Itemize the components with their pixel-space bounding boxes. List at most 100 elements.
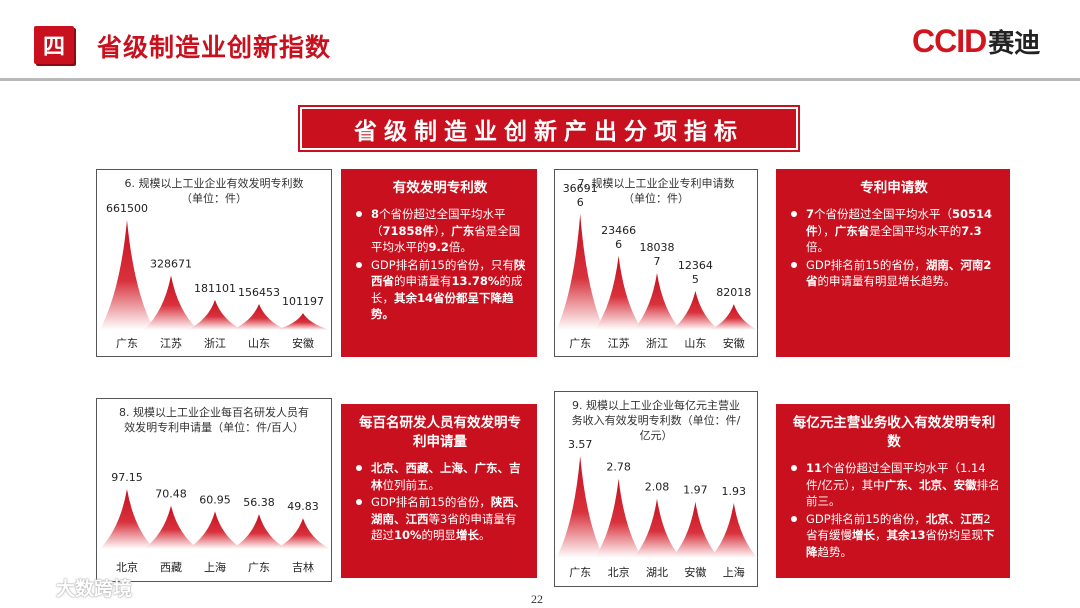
chart-bar (671, 501, 720, 558)
note-panel-per-rd-staff: 每百名研发人员有效发明专利申请量 北京、西藏、上海、广东、吉林位列前五。 GDP排名… (341, 404, 537, 578)
note-bullets: 8个省份超过全国平均水平（71858件），广东省是全国平均水平的9.2倍。 GDP… (353, 206, 527, 323)
category-label: 广东 (248, 561, 270, 574)
chart-subtitle: （单位：件） (181, 192, 247, 205)
chart-bar (143, 275, 199, 330)
data-label: 2.78 (606, 461, 631, 474)
chart-panel-per-rd-staff: 97.15 北京 70.48 西藏 60.95 上海 56.38 广东 49.83 吉林 8. 规… (96, 398, 332, 582)
data-label: 82018 (716, 286, 751, 299)
note-panel-invention-patents: 有效发明专利数 8个省份超过全国平均水平（71858件），广东省是全国平均水平的9… (341, 169, 537, 357)
chart-title-main: 8. 规模以上工业企业每百名研发人员有效发明专利申请量（单位：件/百人） (119, 406, 309, 434)
category-label: 江苏 (160, 337, 182, 350)
data-label: 661500 (106, 202, 148, 215)
data-label: 12364 5 (678, 259, 713, 286)
chart-svg: 97.15 北京 70.48 西藏 60.95 上海 56.38 广东 49.83 吉林 (99, 471, 331, 574)
chart-bar (275, 313, 331, 330)
header-divider (0, 78, 1080, 81)
note-panel-per-revenue: 每亿元主营业务收入有效发明专利数 11个省份超过全国平均水平（1.14件/亿元），… (776, 404, 1010, 578)
note-title: 每百名研发人员有效发明专利申请量 (359, 415, 521, 450)
note-panel-patent-applications: 专利申请数 7个省份超过全国平均水平（50514件），广东省是全国平均水平的7.3… (776, 169, 1010, 357)
category-label: 江苏 (608, 337, 630, 350)
data-label: 1.93 (722, 485, 747, 498)
chart-title-main: 7. 规模以上工业企业专利申请数 (577, 177, 735, 190)
data-label: 97.15 (111, 471, 143, 484)
page-title: 省级制造业创新指数 (97, 33, 332, 62)
section-badge: 四 (34, 26, 74, 64)
note-bullet: GDP排名前15的省份，只有陕西省的申请量有13.78%的成长，其余14省份都呈… (353, 257, 527, 323)
chart-title: 8. 规模以上工业企业每百名研发人员有效发明专利申请量（单位：件/百人） (119, 405, 309, 435)
note-bullet: GDP排名前15的省份，北京、江西2省有缓慢增长，其余13省份均呈现下降趋势。 (788, 511, 1000, 561)
note-bullet: 8个省份超过全国平均水平（71858件），广东省是全国平均水平的9.2倍。 (353, 206, 527, 256)
chart-bar (275, 518, 331, 549)
category-label: 山东 (248, 337, 270, 350)
data-label: 101197 (282, 295, 324, 308)
note-title: 专利申请数 (860, 180, 928, 196)
note-bullets: 7个省份超过全国平均水平（50514件），广东省是全国平均水平的7.3倍。 GDP… (788, 206, 1000, 290)
note-bullet: GDP排名前15的省份，陕西、湖南、江西等3省的申请量有超过10%的明显增长。 (353, 494, 527, 544)
chart-bar (709, 502, 758, 558)
chart-bar (231, 514, 287, 549)
chart-bar (594, 255, 643, 330)
ccid-logo: CCID 赛迪 (912, 22, 1041, 59)
chart-svg: 3.57 广东 2.78 北京 2.08 湖北 1.97 安徽 1.93 上海 (556, 438, 758, 579)
category-label: 安徽 (723, 336, 745, 350)
category-label: 上海 (723, 565, 745, 579)
note-bullet: 11个省份超过全国平均水平（1.14件/亿元），其中广东、北京、安徽排名前三。 (788, 460, 1000, 510)
category-label: 安徽 (292, 336, 314, 350)
data-label: 18038 7 (640, 241, 675, 268)
category-label: 安徽 (684, 565, 706, 579)
note-bullets: 北京、西藏、上海、广东、吉林位列前五。 GDP排名前15的省份，陕西、湖南、江西等… (353, 460, 527, 544)
chart-panel-patent-applications: 36691 6 广东 23466 6 江苏 18038 7 浙江 12364 5 山东 82018 安徽 … (554, 169, 758, 357)
chart-subtitle: （单位：件） (623, 192, 689, 205)
category-label: 北京 (608, 565, 630, 579)
chart-title: 9. 规模以上工业企业每亿元主营业务收入有效发明专利数（单位：件/亿元） (569, 398, 743, 443)
category-label: 北京 (116, 560, 138, 574)
category-label: 上海 (204, 560, 226, 574)
watermark-text: 大数跨境 (56, 578, 133, 600)
data-label: 1.97 (683, 484, 708, 497)
chart-title: 6. 规模以上工业企业有效发明专利数 （单位：件） (103, 176, 325, 206)
chart-bar (594, 478, 643, 558)
logo-en: CCID (912, 22, 987, 59)
section-banner: 省级制造业创新产出分项指标 (298, 105, 800, 152)
chart-bar (556, 456, 605, 558)
note-bullets: 11个省份超过全国平均水平（1.14件/亿元），其中广东、北京、安徽排名前三。 G… (788, 460, 1000, 560)
note-bullet: 7个省份超过全国平均水平（50514件），广东省是全国平均水平的7.3倍。 (788, 206, 1000, 256)
note-bullet: 北京、西藏、上海、广东、吉林位列前五。 (353, 460, 527, 493)
data-label: 49.83 (287, 500, 319, 513)
chart-panel-invention-patents: 661500 广东 328671 江苏 181101 浙江 156453 山东 101197 安徽… (96, 169, 332, 357)
data-label: 56.38 (243, 496, 275, 509)
category-label: 山东 (684, 337, 706, 350)
chart-bar (709, 304, 758, 330)
data-label: 181101 (194, 282, 236, 295)
category-label: 广东 (569, 337, 591, 350)
category-label: 广东 (116, 337, 138, 350)
note-title: 有效发明专利数 (392, 180, 488, 196)
chart-bar (633, 498, 681, 558)
category-label: 浙江 (204, 337, 226, 350)
chart-bar (187, 511, 243, 549)
data-label: 36691 6 (563, 182, 598, 209)
chart-bar (556, 214, 605, 330)
watermark: 大数跨境 (10, 574, 132, 601)
chart-bar (99, 220, 155, 330)
data-label: 3.57 (568, 438, 593, 451)
chart-title: 7. 规模以上工业企业专利申请数 （单位：件） (561, 176, 751, 206)
category-label: 浙江 (646, 337, 668, 350)
chart-svg: 661500 广东 328671 江苏 181101 浙江 156453 山东 101197 安徽 (99, 202, 331, 350)
page-number: 22 (531, 592, 543, 606)
chart-title-main: 9. 规模以上工业企业每亿元主营业务收入有效发明专利数（单位：件/亿元） (571, 399, 741, 442)
note-title: 每亿元主营业务收入有效发明专利数 (792, 415, 996, 450)
chart-bar (99, 489, 155, 549)
chart-bar (187, 299, 243, 330)
data-label: 70.48 (155, 487, 187, 500)
chart-bar (143, 505, 199, 549)
chart-svg: 36691 6 广东 23466 6 江苏 18038 7 浙江 12364 5 山东 82018 安徽 (556, 182, 758, 350)
data-label: 2.08 (645, 481, 670, 494)
logo-cn: 赛迪 (988, 28, 1041, 59)
data-label: 23466 6 (601, 224, 636, 251)
chart-title-main: 6. 规模以上工业企业有效发明专利数 (124, 177, 304, 190)
category-label: 广东 (569, 566, 591, 579)
watermark-logo-icon (10, 579, 50, 596)
chart-panel-per-revenue: 3.57 广东 2.78 北京 2.08 湖北 1.97 安徽 1.93 上海 9. 规模以上工业… (554, 391, 758, 587)
